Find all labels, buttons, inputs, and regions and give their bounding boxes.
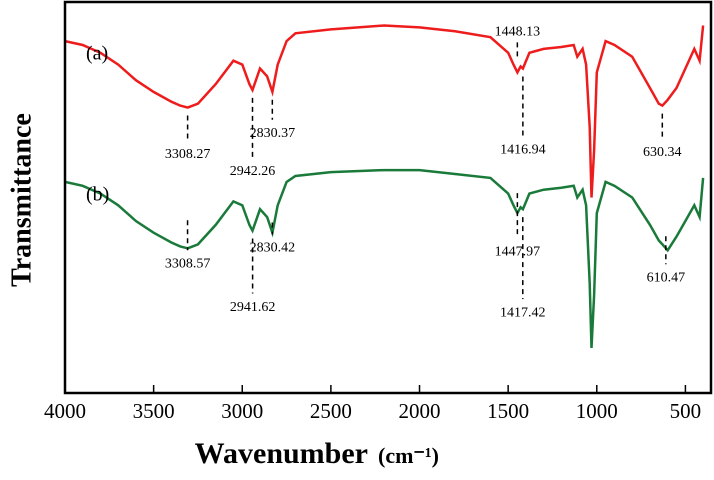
peak-label: 2941.62 — [230, 300, 276, 315]
x-tick-label: 500 — [670, 399, 702, 423]
peak-label: 2942.26 — [230, 164, 276, 179]
peak-label: 1447.97 — [495, 244, 541, 259]
y-axis-label: Transmittance — [6, 113, 37, 287]
peak-label: 3308.57 — [165, 257, 211, 272]
spectrum-line — [64, 168, 705, 349]
peak-label: 1417.42 — [500, 305, 546, 320]
x-tick-label: 1500 — [487, 399, 529, 423]
x-tick-label: 3500 — [133, 399, 175, 423]
peak-label: 2830.42 — [250, 241, 296, 256]
x-axis-label: Wavenumber — [195, 437, 368, 470]
x-tick-label: 4000 — [44, 399, 86, 423]
peak-label: 1416.94 — [500, 143, 546, 158]
plot-frame — [63, 0, 713, 395]
series-label: (b) — [86, 183, 109, 205]
x-axis-unit: (cm⁻¹) — [378, 443, 439, 468]
peak-label: 3308.27 — [165, 147, 211, 162]
x-tick-label: 3000 — [221, 399, 263, 423]
peak-label: 610.47 — [647, 270, 686, 285]
peak-label: 2830.37 — [250, 126, 296, 141]
x-tick-label: 1000 — [576, 399, 618, 423]
spectrum-line — [64, 24, 705, 198]
x-tick-label: 2000 — [399, 399, 441, 423]
peak-label: 1448.13 — [495, 25, 541, 40]
x-tick-label: 2500 — [310, 399, 352, 423]
series-label: (a) — [86, 43, 108, 65]
peak-label: 630.34 — [643, 145, 682, 160]
